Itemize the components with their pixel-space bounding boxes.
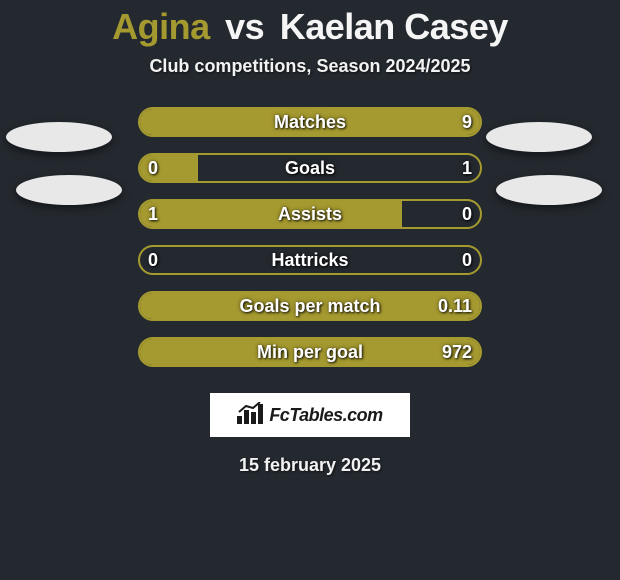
comparison-title: Agina vs Kaelan Casey	[0, 0, 620, 48]
stat-row: Min per goal972	[0, 337, 620, 383]
stat-bar-fill-right	[140, 339, 480, 365]
stat-row: Goals per match0.11	[0, 291, 620, 337]
stat-bar-track	[138, 291, 482, 321]
stat-bar-fill-right	[140, 109, 480, 135]
subtitle: Club competitions, Season 2024/2025	[0, 56, 620, 77]
stat-row: Hattricks00	[0, 245, 620, 291]
stat-row: Goals01	[0, 153, 620, 199]
vs-label: vs	[225, 6, 264, 47]
stat-bar-track	[138, 337, 482, 367]
player1-name: Agina	[112, 6, 210, 47]
date-label: 15 february 2025	[0, 455, 620, 476]
stat-row: Matches9	[0, 107, 620, 153]
stat-bar-fill-left	[140, 155, 198, 181]
stat-bar-fill-left	[140, 201, 402, 227]
source-badge: FcTables.com	[210, 393, 410, 437]
stats-stage: Matches9Goals01Assists10Hattricks00Goals…	[0, 107, 620, 383]
player2-name: Kaelan Casey	[280, 6, 508, 47]
chart-icon	[237, 402, 263, 429]
stat-row: Assists10	[0, 199, 620, 245]
stat-bar-track	[138, 199, 482, 229]
stat-bar-track	[138, 107, 482, 137]
source-badge-text: FcTables.com	[269, 405, 382, 426]
stat-bar-track	[138, 153, 482, 183]
stat-bar-track	[138, 245, 482, 275]
stat-bar-fill-right	[140, 293, 480, 319]
